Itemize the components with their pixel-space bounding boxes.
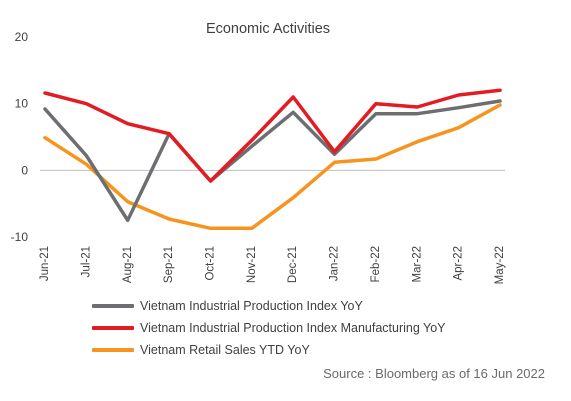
- legend-item-retail-sales: Vietnam Retail Sales YTD YoY: [92, 339, 446, 361]
- x-tick-label: Mar-22: [411, 246, 423, 282]
- legend-label-manufacturing: Vietnam Industrial Production Index Manu…: [140, 321, 446, 335]
- chart-title: Economic Activities: [206, 21, 330, 37]
- y-tick-label: 20: [15, 30, 29, 44]
- x-tick-label: Nov-21: [246, 246, 258, 283]
- x-tick-label: Sep-21: [163, 246, 175, 283]
- y-axis: 20 10 0 -10: [11, 30, 29, 244]
- y-tick-label: -10: [11, 230, 29, 244]
- source-note: Source : Bloomberg as of 16 Jun 2022: [323, 366, 545, 381]
- y-tick-label: 10: [15, 97, 29, 111]
- legend-item-manufacturing: Vietnam Industrial Production Index Manu…: [92, 317, 446, 339]
- x-tick-label: Dec-21: [287, 246, 299, 283]
- x-tick-label: May-22: [494, 246, 506, 284]
- legend-label-industrial-production: Vietnam Industrial Production Index YoY: [140, 299, 363, 313]
- legend: Vietnam Industrial Production Index YoY …: [92, 295, 446, 361]
- x-tick-label: Feb-22: [370, 246, 382, 282]
- x-axis: Jun-21 Jul-21 Aug-21 Sep-21 Oct-21 Nov-21 Dec-…: [39, 169, 506, 284]
- legend-swatch-retail-sales: [92, 348, 134, 352]
- economic-activities-chart: Economic Activities 20 10 0 -10 Jun-21 Jul-2…: [11, 21, 506, 284]
- x-tick-label: Jul-21: [80, 246, 92, 277]
- legend-swatch-industrial-production: [92, 304, 134, 308]
- legend-swatch-manufacturing: [92, 326, 134, 330]
- x-tick-label: Aug-21: [122, 246, 134, 283]
- x-tick-label: Oct-21: [204, 246, 216, 281]
- y-tick-label: 0: [21, 163, 28, 177]
- series-line-0: [43, 99, 502, 223]
- series-line-2: [43, 103, 502, 231]
- x-tick-label: Jun-21: [39, 246, 51, 281]
- x-tick-label: Apr-22: [453, 246, 465, 281]
- series-line-1: [43, 88, 502, 183]
- legend-item-industrial-production: Vietnam Industrial Production Index YoY: [92, 295, 446, 317]
- x-tick-label: Jan-22: [329, 246, 341, 281]
- series-layer: [43, 88, 502, 231]
- legend-label-retail-sales: Vietnam Retail Sales YTD YoY: [140, 343, 310, 357]
